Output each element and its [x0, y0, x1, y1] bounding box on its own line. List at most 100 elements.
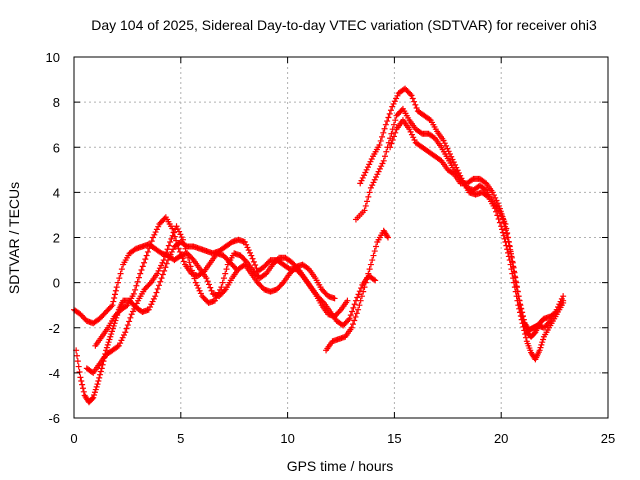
data-point: [373, 174, 380, 181]
data-point: [518, 305, 525, 312]
data-point: [408, 131, 415, 138]
data-point: [388, 140, 395, 147]
data-point: [408, 92, 415, 99]
data-point: [241, 239, 248, 246]
data-point: [349, 321, 356, 328]
data-point: [174, 241, 181, 248]
data-point: [406, 126, 413, 133]
y-tick-label: -2: [48, 321, 60, 336]
data-point: [394, 92, 401, 99]
y-tick-label: 2: [53, 231, 60, 246]
data-point: [497, 208, 504, 215]
data-point: [293, 264, 300, 271]
data-point: [109, 328, 116, 335]
data-point: [379, 133, 386, 140]
data-point: [371, 176, 378, 183]
data-point: [166, 254, 173, 261]
data-point: [367, 158, 374, 165]
data-point: [219, 279, 226, 286]
data-point: [522, 331, 529, 338]
data-point: [150, 234, 157, 241]
data-point: [168, 235, 175, 242]
data-point: [384, 233, 391, 240]
data-point: [393, 95, 400, 102]
data-point: [348, 324, 355, 331]
data-point: [366, 266, 373, 273]
data-point: [76, 368, 83, 375]
data-point: [133, 300, 140, 307]
data-point: [443, 142, 450, 149]
data-point: [117, 270, 124, 277]
data-point: [496, 205, 503, 212]
data-point: [367, 184, 374, 191]
data-point: [494, 200, 501, 207]
data-point: [351, 317, 358, 324]
data-point: [186, 259, 193, 266]
data-point: [73, 352, 80, 359]
data-point: [173, 223, 180, 230]
data-point: [171, 233, 178, 240]
data-point: [179, 255, 186, 262]
series-track-e: [323, 227, 391, 354]
data-point: [160, 257, 167, 264]
data-point: [77, 374, 84, 381]
data-point: [117, 340, 124, 347]
data-point: [123, 325, 130, 332]
data-point: [505, 238, 512, 245]
data-point: [211, 297, 218, 304]
data-point: [90, 394, 97, 401]
data-point: [158, 275, 165, 282]
data-point: [244, 244, 251, 251]
data-point: [362, 202, 369, 209]
x-axis-label: GPS time / hours: [287, 458, 394, 474]
data-point: [498, 211, 505, 218]
data-point: [347, 312, 354, 319]
data-point: [382, 121, 389, 128]
data-point: [248, 252, 255, 259]
data-point: [93, 383, 100, 390]
data-point: [371, 248, 378, 255]
data-point: [108, 303, 115, 310]
data-point: [494, 212, 501, 219]
data-point: [94, 381, 101, 388]
data-point: [378, 163, 385, 170]
data-point: [493, 197, 500, 204]
data-point: [132, 286, 139, 293]
data-point: [156, 265, 163, 272]
data-point: [496, 202, 503, 209]
data-point: [370, 276, 377, 283]
data-point: [387, 107, 394, 114]
data-point: [91, 389, 98, 396]
data-point: [183, 250, 190, 257]
x-tick-label: 10: [280, 431, 294, 446]
data-point: [364, 275, 371, 282]
data-point: [159, 271, 166, 278]
data-point: [185, 254, 192, 261]
data-point: [502, 223, 509, 230]
data-point: [484, 192, 491, 199]
data-point: [155, 267, 162, 274]
data-point: [89, 395, 96, 402]
data-point: [163, 249, 170, 256]
data-point: [509, 259, 516, 266]
data-point: [146, 245, 153, 252]
data-point: [169, 225, 176, 232]
data-point: [109, 302, 116, 309]
data-point: [440, 137, 447, 144]
data-point: [243, 241, 250, 248]
data-point: [109, 325, 116, 332]
x-tick-label: 0: [70, 431, 77, 446]
tick-labels: 0 5 10 15 20 25 -6 -4 -2 0 2 4 6 8 10: [46, 50, 616, 446]
data-point: [133, 282, 140, 289]
y-tick-label: 4: [53, 185, 60, 200]
data-point: [441, 140, 448, 147]
data-point: [519, 309, 526, 316]
data-point: [152, 229, 159, 236]
data-point: [178, 252, 185, 259]
data-point: [232, 264, 239, 271]
y-tick-label: 0: [53, 276, 60, 291]
data-point: [157, 278, 164, 285]
data-point: [381, 125, 388, 132]
data-point: [387, 144, 394, 151]
data-point: [409, 95, 416, 102]
